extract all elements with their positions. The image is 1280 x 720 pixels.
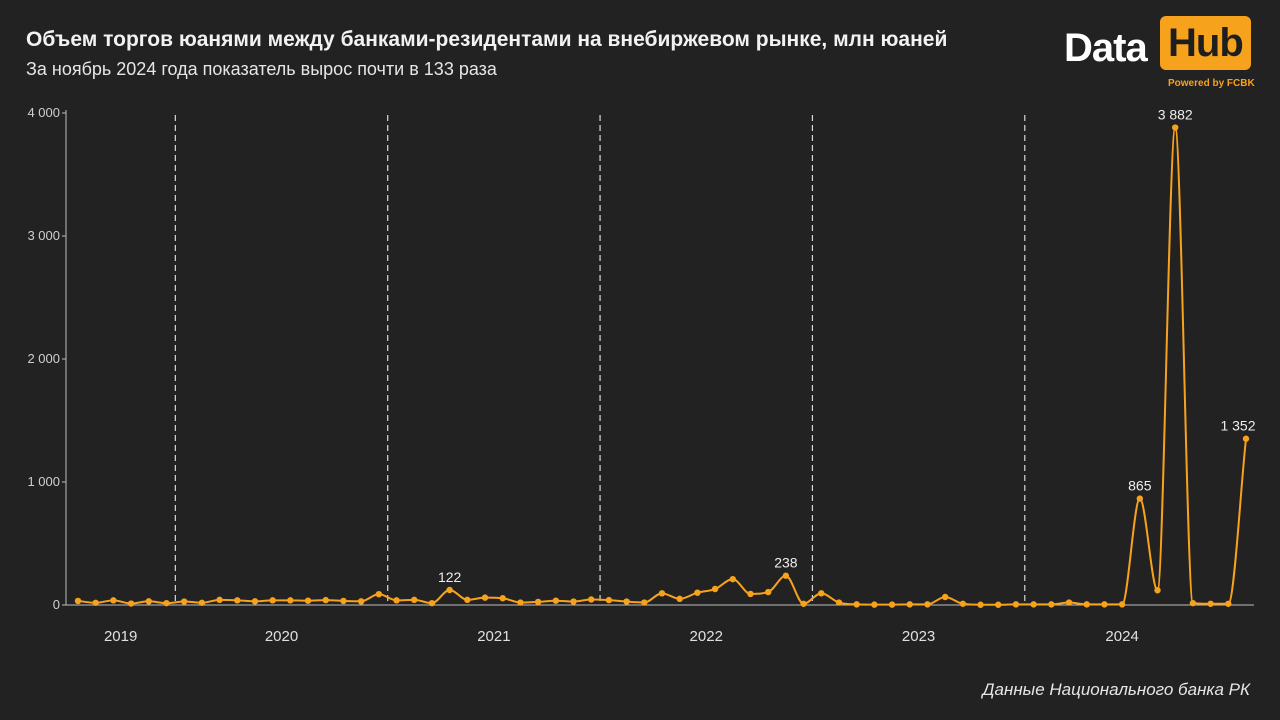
data-label: 865 bbox=[1128, 478, 1152, 494]
data-point bbox=[180, 598, 188, 605]
data-point bbox=[251, 598, 259, 605]
chart-title: Объем торгов юанями между банками-резиде… bbox=[26, 28, 948, 51]
data-point bbox=[888, 601, 896, 608]
data-point bbox=[959, 600, 967, 607]
x-year-label: 2019 bbox=[104, 628, 137, 645]
data-point bbox=[764, 588, 772, 596]
data-point bbox=[694, 589, 701, 596]
data-point bbox=[163, 599, 170, 607]
y-tick-label: 0 bbox=[53, 597, 60, 612]
data-point bbox=[906, 601, 913, 608]
data-label: 1 352 bbox=[1220, 418, 1255, 434]
x-year-label: 2022 bbox=[690, 628, 723, 645]
data-point bbox=[1172, 124, 1179, 131]
data-point bbox=[605, 596, 613, 604]
data-point bbox=[570, 598, 577, 605]
data-point bbox=[340, 597, 347, 605]
data-point bbox=[941, 593, 949, 601]
data-point bbox=[1048, 601, 1055, 608]
data-point bbox=[1030, 601, 1037, 608]
data-point bbox=[818, 590, 825, 597]
data-point bbox=[481, 594, 489, 601]
data-point bbox=[641, 599, 648, 606]
data-point bbox=[322, 596, 329, 604]
data-label: 238 bbox=[774, 555, 798, 571]
logo-powered-by: Powered by FCBK bbox=[1168, 78, 1255, 89]
data-point bbox=[1242, 435, 1250, 442]
data-point bbox=[269, 597, 276, 604]
data-point bbox=[1083, 601, 1090, 608]
x-year-label: 2020 bbox=[265, 628, 298, 645]
data-point bbox=[588, 596, 595, 603]
data-point bbox=[1118, 601, 1126, 608]
data-point bbox=[623, 598, 630, 605]
data-point bbox=[871, 601, 878, 608]
data-point bbox=[1101, 601, 1108, 608]
data-point bbox=[552, 597, 560, 604]
data-point bbox=[1207, 600, 1214, 607]
data-point bbox=[234, 597, 241, 604]
data-point bbox=[499, 595, 506, 602]
data-labels: 122 238 865 3 882 1 352 bbox=[438, 107, 1256, 585]
data-point bbox=[198, 599, 206, 606]
year-separators bbox=[174, 115, 1026, 605]
data-point bbox=[428, 599, 436, 607]
data-point bbox=[74, 597, 82, 605]
y-tick-label: 3 000 bbox=[27, 228, 60, 243]
chart-subtitle: За ноябрь 2024 года показатель вырос поч… bbox=[26, 59, 497, 79]
data-label: 3 882 bbox=[1158, 107, 1193, 123]
data-point bbox=[464, 596, 471, 604]
data-point bbox=[711, 585, 719, 593]
data-point bbox=[924, 601, 931, 608]
data-point bbox=[1189, 599, 1197, 607]
data-point bbox=[110, 597, 117, 604]
data-point bbox=[534, 598, 542, 606]
data-point bbox=[357, 598, 365, 605]
data-point bbox=[216, 596, 223, 604]
data-point bbox=[375, 590, 383, 598]
data-point bbox=[729, 575, 736, 583]
data-point bbox=[853, 601, 860, 608]
y-tick-label: 1 000 bbox=[27, 474, 60, 489]
x-year-label: 2023 bbox=[902, 628, 935, 645]
series-line-path bbox=[77, 126, 1247, 606]
data-point bbox=[92, 599, 99, 606]
x-year-label: 2024 bbox=[1105, 628, 1138, 645]
data-point bbox=[304, 597, 312, 604]
data-point bbox=[287, 597, 294, 604]
data-point bbox=[411, 596, 418, 604]
data-point bbox=[676, 595, 683, 603]
data-point bbox=[747, 590, 754, 598]
y-tick-label: 2 000 bbox=[27, 351, 60, 366]
series-line bbox=[77, 126, 1247, 606]
data-point bbox=[995, 601, 1002, 608]
axes: 0 1 000 2 000 3 000 4 000 2019 2020 2021 2022 202… bbox=[27, 105, 1254, 645]
data-point bbox=[977, 601, 984, 608]
data-point bbox=[1065, 599, 1073, 606]
logo-text-data: Data bbox=[1064, 26, 1148, 70]
data-point bbox=[517, 599, 524, 606]
data-point bbox=[145, 598, 152, 605]
data-points bbox=[74, 124, 1250, 608]
y-tick-label: 4 000 bbox=[27, 105, 60, 120]
data-point bbox=[1136, 495, 1144, 502]
data-point bbox=[1012, 601, 1020, 608]
data-point bbox=[782, 572, 790, 579]
x-year-label: 2021 bbox=[477, 628, 510, 645]
data-point bbox=[1225, 600, 1232, 607]
data-point bbox=[835, 599, 843, 606]
datahub-logo: Data Hub Powered by FCBK bbox=[1064, 16, 1264, 92]
data-point bbox=[127, 600, 135, 607]
data-point bbox=[658, 590, 666, 597]
data-source: Данные Национального банка РК bbox=[982, 680, 1250, 699]
logo-text-hub: Hub bbox=[1160, 16, 1251, 70]
data-point bbox=[393, 597, 400, 604]
data-point bbox=[1154, 587, 1161, 594]
data-label: 122 bbox=[438, 569, 462, 585]
data-point bbox=[446, 586, 453, 594]
data-point bbox=[800, 600, 807, 607]
